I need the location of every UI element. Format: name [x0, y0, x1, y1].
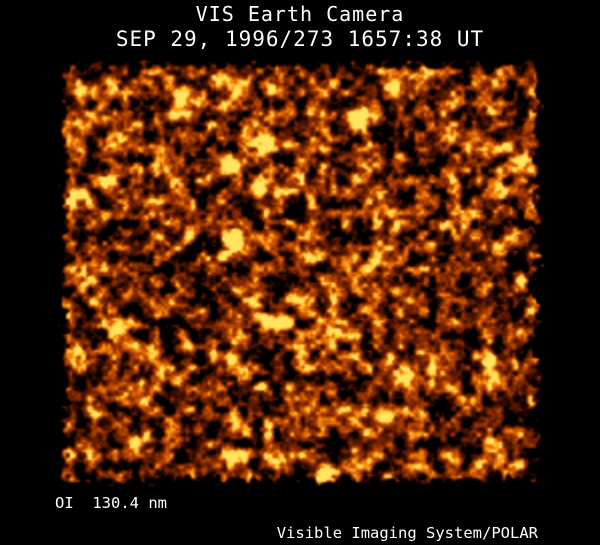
- credits-block: Visible Imaging System/POLAR The Univers…: [239, 493, 538, 545]
- timestamp-label: SEP 29, 1996/273 1657:38 UT: [115, 27, 485, 51]
- credit-line-instrument: Visible Imaging System/POLAR: [276, 524, 538, 542]
- wavelength-label: OI 130.4 nm: [55, 494, 167, 512]
- page-title: VIS Earth Camera: [195, 2, 405, 26]
- vis-earth-image: [58, 59, 544, 486]
